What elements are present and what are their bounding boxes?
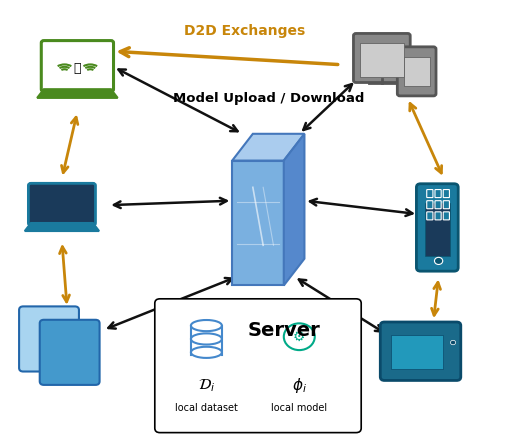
FancyBboxPatch shape — [435, 212, 441, 220]
FancyBboxPatch shape — [425, 203, 450, 256]
Text: local dataset: local dataset — [175, 403, 238, 413]
Text: $\phi_i$: $\phi_i$ — [292, 376, 307, 395]
FancyBboxPatch shape — [435, 201, 441, 209]
FancyBboxPatch shape — [404, 57, 430, 86]
FancyBboxPatch shape — [28, 183, 95, 225]
Text: ⚙: ⚙ — [293, 330, 305, 344]
Text: $\mathcal{D}_i$: $\mathcal{D}_i$ — [198, 377, 215, 394]
Polygon shape — [284, 134, 304, 285]
Text: local model: local model — [271, 403, 327, 413]
Text: D2D Exchanges: D2D Exchanges — [185, 24, 305, 38]
FancyBboxPatch shape — [360, 43, 404, 77]
FancyBboxPatch shape — [397, 47, 436, 96]
FancyBboxPatch shape — [427, 212, 433, 220]
FancyBboxPatch shape — [427, 201, 433, 209]
FancyBboxPatch shape — [391, 334, 443, 369]
Polygon shape — [25, 223, 99, 231]
FancyBboxPatch shape — [443, 212, 449, 220]
FancyBboxPatch shape — [416, 184, 458, 271]
FancyBboxPatch shape — [19, 306, 79, 372]
Circle shape — [434, 257, 443, 264]
Polygon shape — [37, 89, 118, 98]
FancyBboxPatch shape — [427, 190, 433, 198]
Polygon shape — [232, 161, 284, 285]
FancyBboxPatch shape — [435, 190, 441, 198]
Text: Server: Server — [248, 321, 320, 340]
Text: 🔧: 🔧 — [74, 62, 81, 75]
FancyBboxPatch shape — [443, 190, 449, 198]
Polygon shape — [232, 134, 304, 161]
FancyBboxPatch shape — [41, 41, 114, 91]
FancyBboxPatch shape — [353, 33, 410, 83]
FancyBboxPatch shape — [443, 201, 449, 209]
FancyBboxPatch shape — [155, 299, 361, 433]
FancyBboxPatch shape — [40, 320, 100, 385]
Text: Model Upload / Download: Model Upload / Download — [173, 91, 364, 105]
FancyBboxPatch shape — [380, 322, 461, 380]
Circle shape — [450, 340, 456, 345]
